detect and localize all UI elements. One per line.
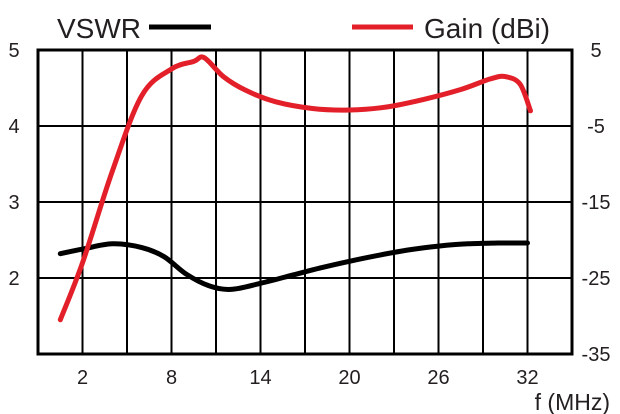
y-left-tick-label: 3 xyxy=(8,192,19,214)
x-tick-label: 20 xyxy=(338,367,360,389)
legend-gain-label: Gain (dBi) xyxy=(424,13,550,44)
vswr-line xyxy=(57,240,530,292)
y-right-tick-label: -15 xyxy=(582,192,611,214)
x-tick-label: 2 xyxy=(77,367,88,389)
y-left-tick-label: 4 xyxy=(8,116,19,138)
y-right-tick-label: -25 xyxy=(582,268,611,290)
y-left-tick-label: 2 xyxy=(8,268,19,290)
y-right-tick-label: -5 xyxy=(587,116,605,138)
plot-frame xyxy=(36,48,574,356)
grid xyxy=(38,50,572,354)
gain-line xyxy=(57,54,533,323)
x-tick-label: 8 xyxy=(166,367,177,389)
y-right-tick-label: 5 xyxy=(590,40,601,62)
tick-labels: 2 8 14 20 26 32 2 3 4 5 -35 -25 -15 -5 5 xyxy=(8,40,610,389)
y-right-tick-label: -35 xyxy=(582,344,611,366)
x-tick-label: 14 xyxy=(249,367,271,389)
legend-vswr-label: VSWR xyxy=(57,13,141,44)
x-axis-label: f (MHz) xyxy=(535,389,610,414)
y-left-tick-label: 5 xyxy=(8,40,19,62)
series-layer xyxy=(57,54,533,323)
x-tick-label: 32 xyxy=(516,367,538,389)
x-tick-label: 26 xyxy=(427,367,449,389)
